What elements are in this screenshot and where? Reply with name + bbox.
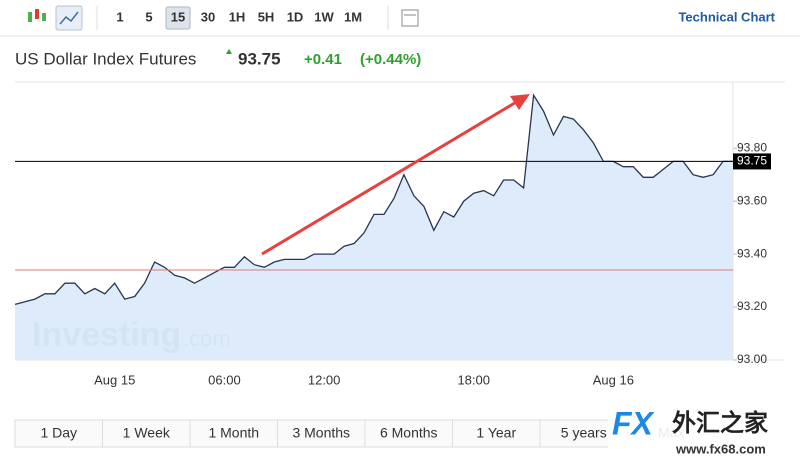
- technical-chart-link[interactable]: Technical Chart: [678, 9, 775, 24]
- price-change-pct: (+0.44%): [360, 51, 421, 68]
- x-tick-label: Aug 15: [94, 372, 135, 387]
- range-button[interactable]: 3 Months: [292, 425, 350, 441]
- overlay-bg: [608, 400, 800, 460]
- interval-button[interactable]: 30: [201, 9, 215, 24]
- last-price-label: 93.75: [737, 154, 767, 168]
- instrument-name: US Dollar Index Futures: [15, 49, 196, 68]
- range-button[interactable]: 1 Month: [208, 425, 259, 441]
- y-tick-label: 93.20: [737, 299, 767, 313]
- annotation-arrowhead: [510, 94, 530, 110]
- annotation-arrow: [261, 99, 519, 256]
- interval-button[interactable]: 5H: [258, 9, 275, 24]
- range-button[interactable]: 1 Year: [476, 425, 516, 441]
- range-button[interactable]: 6 Months: [380, 425, 438, 441]
- interval-button[interactable]: 1D: [287, 9, 304, 24]
- y-tick-label: 93.00: [737, 352, 767, 366]
- y-tick-label: 93.80: [737, 140, 767, 154]
- overlay-cn: 外汇之家: [672, 409, 768, 437]
- last-price: 93.75: [238, 49, 281, 68]
- toolbar: [0, 0, 800, 36]
- interval-button[interactable]: 5: [145, 9, 152, 24]
- price-change: +0.41: [304, 51, 342, 68]
- range-button[interactable]: 1 Day: [40, 425, 77, 441]
- y-tick-label: 93.40: [737, 246, 767, 260]
- line-icon[interactable]: [55, 5, 83, 31]
- range-button[interactable]: 5 years: [561, 425, 607, 441]
- interval-button[interactable]: 1H: [229, 9, 246, 24]
- candle-icon[interactable]: [28, 9, 46, 22]
- interval-button[interactable]: 1W: [314, 9, 334, 24]
- x-tick-label: Aug 16: [593, 372, 634, 387]
- interval-selected-bg: [165, 6, 191, 30]
- up-arrow: [226, 49, 232, 54]
- x-tick-label: 12:00: [308, 372, 341, 387]
- x-tick-label: 06:00: [208, 372, 241, 387]
- range-button[interactable]: 1 Week: [123, 425, 171, 441]
- y-tick-label: 93.60: [737, 193, 767, 207]
- overlay-logo: FX: [612, 405, 655, 441]
- interval-button[interactable]: 1: [116, 9, 123, 24]
- overlay-url: www.fx68.com: [675, 441, 766, 456]
- x-tick-label: 18:00: [457, 372, 490, 387]
- settings-icon[interactable]: [401, 9, 419, 27]
- last-price-tag: [733, 153, 771, 170]
- interval-button[interactable]: 1M: [344, 9, 362, 24]
- line-icon-glyph: [59, 11, 79, 25]
- interval-button[interactable]: 15: [171, 9, 185, 24]
